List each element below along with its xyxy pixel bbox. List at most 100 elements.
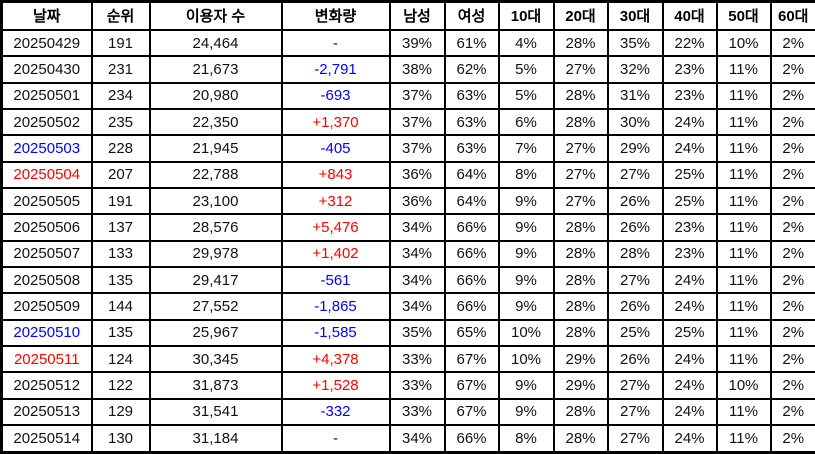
age40-pct-cell: 25% xyxy=(661,160,718,190)
change-cell: -2,791 xyxy=(280,55,391,84)
age30-pct-cell: 30% xyxy=(606,108,664,137)
age40-pct-cell: 24% xyxy=(661,108,718,137)
date-cell: 20250502 xyxy=(0,108,93,137)
age20-pct-cell: 27% xyxy=(552,55,609,84)
age40-pct-cell: 23% xyxy=(661,55,718,84)
age30-pct-cell: 27% xyxy=(606,397,664,427)
change-cell: +843 xyxy=(280,160,391,190)
date-cell: 20250514 xyxy=(0,424,93,454)
male-pct-cell: 38% xyxy=(388,55,446,84)
age10-pct-cell: 9% xyxy=(497,266,555,295)
age30-pct-cell: 27% xyxy=(606,424,664,454)
col-header-age40: 40대 xyxy=(661,0,718,31)
users-cell: 29,417 xyxy=(148,266,283,295)
age30-pct-cell: 26% xyxy=(606,213,664,242)
rank-cell: 135 xyxy=(90,266,151,295)
age20-pct-cell: 28% xyxy=(552,424,609,454)
age60-pct-cell: 2% xyxy=(769,371,815,400)
age40-pct-cell: 22% xyxy=(661,28,718,58)
age30-pct-cell: 29% xyxy=(606,134,664,163)
change-cell: -693 xyxy=(280,81,391,111)
male-pct-cell: 33% xyxy=(388,371,446,400)
table-row: 20250514 130 31,184-34% 66% 8% 28% 27% 24% 11% 2% xyxy=(0,424,815,454)
female-pct-cell: 67% xyxy=(443,371,500,400)
age30-pct-cell: 26% xyxy=(606,345,664,374)
age40-pct-cell: 24% xyxy=(661,134,718,163)
age10-pct-cell: 6% xyxy=(497,108,555,137)
female-pct-cell: 63% xyxy=(443,134,500,163)
age40-pct-cell: 25% xyxy=(661,187,718,216)
age50-pct-cell: 11% xyxy=(715,345,772,374)
age10-pct-cell: 9% xyxy=(497,292,555,321)
age20-pct-cell: 28% xyxy=(552,108,609,137)
age20-pct-cell: 29% xyxy=(552,371,609,400)
change-cell: -561 xyxy=(280,266,391,295)
age60-pct-cell: 2% xyxy=(769,134,815,163)
age60-pct-cell: 2% xyxy=(769,424,815,454)
age20-pct-cell: 28% xyxy=(552,318,609,348)
rank-cell: 144 xyxy=(90,292,151,321)
date-cell: 20250503 xyxy=(0,134,93,163)
age60-pct-cell: 2% xyxy=(769,28,815,58)
table-row: 20250504 207 22,788 +843 36% 64% 8% 27% 27% 25% 11… xyxy=(0,160,815,190)
rank-cell: 235 xyxy=(90,108,151,137)
table-row: 20250511 124 30,345 +4,378 33% 67% 10% 29% 26% 24… xyxy=(0,345,815,374)
table-row: 20250505 191 23,100 +312 36% 64% 9% 27% 26% 25% 11… xyxy=(0,187,815,216)
female-pct-cell: 66% xyxy=(443,239,500,269)
age20-pct-cell: 29% xyxy=(552,345,609,374)
male-pct-cell: 35% xyxy=(388,318,446,348)
col-header-male: 남성 xyxy=(388,0,446,31)
age60-pct-cell: 2% xyxy=(769,55,815,84)
table-row: 20250508 135 29,417 -561 34% 66% 9% 28% 27% 24% 11… xyxy=(0,266,815,295)
age40-pct-cell: 24% xyxy=(661,292,718,321)
age50-pct-cell: 11% xyxy=(715,239,772,269)
age10-pct-cell: 5% xyxy=(497,81,555,111)
age40-pct-cell: 24% xyxy=(661,266,718,295)
age60-pct-cell: 2% xyxy=(769,239,815,269)
age10-pct-cell: 4% xyxy=(497,28,555,58)
age50-pct-cell: 11% xyxy=(715,134,772,163)
date-cell: 20250508 xyxy=(0,266,93,295)
age50-pct-cell: 11% xyxy=(715,424,772,454)
age10-pct-cell: 10% xyxy=(497,345,555,374)
age50-pct-cell: 10% xyxy=(715,371,772,400)
date-cell: 20250430 xyxy=(0,55,93,84)
age10-pct-cell: 7% xyxy=(497,134,555,163)
col-header-change: 변화량 xyxy=(280,0,391,31)
rank-cell: 231 xyxy=(90,55,151,84)
change-cell: +4,378 xyxy=(280,345,391,374)
age20-pct-cell: 28% xyxy=(552,397,609,427)
male-pct-cell: 33% xyxy=(388,345,446,374)
date-cell: 20250504 xyxy=(0,160,93,190)
users-cell: 27,552 xyxy=(148,292,283,321)
age40-pct-cell: 23% xyxy=(661,213,718,242)
age60-pct-cell: 2% xyxy=(769,292,815,321)
users-cell: 21,945 xyxy=(148,134,283,163)
age10-pct-cell: 9% xyxy=(497,397,555,427)
age40-pct-cell: 23% xyxy=(661,81,718,111)
age60-pct-cell: 2% xyxy=(769,187,815,216)
table-row: 20250502 235 22,350 +1,370 37% 63% 6% 28% 30% 24%… xyxy=(0,108,815,137)
age60-pct-cell: 2% xyxy=(769,213,815,242)
users-cell: 28,576 xyxy=(148,213,283,242)
male-pct-cell: 34% xyxy=(388,266,446,295)
age60-pct-cell: 2% xyxy=(769,318,815,348)
age50-pct-cell: 11% xyxy=(715,187,772,216)
age10-pct-cell: 9% xyxy=(497,213,555,242)
date-cell: 20250507 xyxy=(0,239,93,269)
users-cell: 31,873 xyxy=(148,371,283,400)
female-pct-cell: 66% xyxy=(443,266,500,295)
age30-pct-cell: 28% xyxy=(606,239,664,269)
table-row: 20250429 191 24,464-39% 61% 4% 28% 35% 22% 10% 2% xyxy=(0,28,815,58)
age50-pct-cell: 11% xyxy=(715,318,772,348)
female-pct-cell: 63% xyxy=(443,81,500,111)
users-cell: 22,350 xyxy=(148,108,283,137)
col-header-age50: 50대 xyxy=(715,0,772,31)
age20-pct-cell: 28% xyxy=(552,28,609,58)
change-cell: - xyxy=(280,424,391,454)
female-pct-cell: 66% xyxy=(443,292,500,321)
age20-pct-cell: 27% xyxy=(552,160,609,190)
age30-pct-cell: 25% xyxy=(606,318,664,348)
female-pct-cell: 64% xyxy=(443,187,500,216)
